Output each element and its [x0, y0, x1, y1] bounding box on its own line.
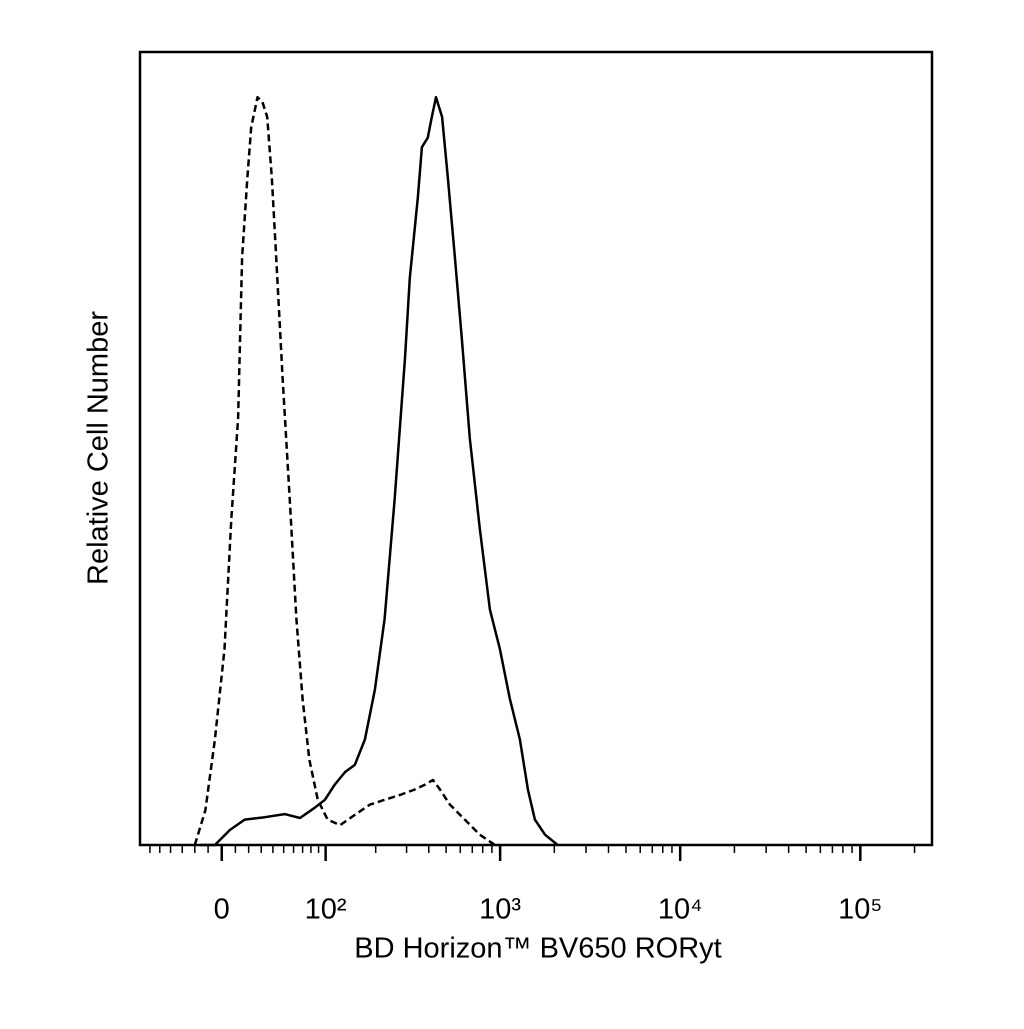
x-tick-label: 10⁴ [658, 894, 703, 926]
x-tick-label: 10³ [479, 894, 521, 926]
x-tick-label: 0 [214, 894, 230, 926]
x-axis-label: BD Horizon™ BV650 RORyt [354, 933, 721, 965]
y-axis-label: Relative Cell Number [83, 311, 115, 585]
x-tick-label: 10⁵ [838, 894, 882, 926]
histogram-line [200, 95, 559, 847]
histogram-line [193, 95, 496, 847]
x-tick-label: 10² [305, 894, 347, 926]
plot-frame [138, 50, 934, 847]
